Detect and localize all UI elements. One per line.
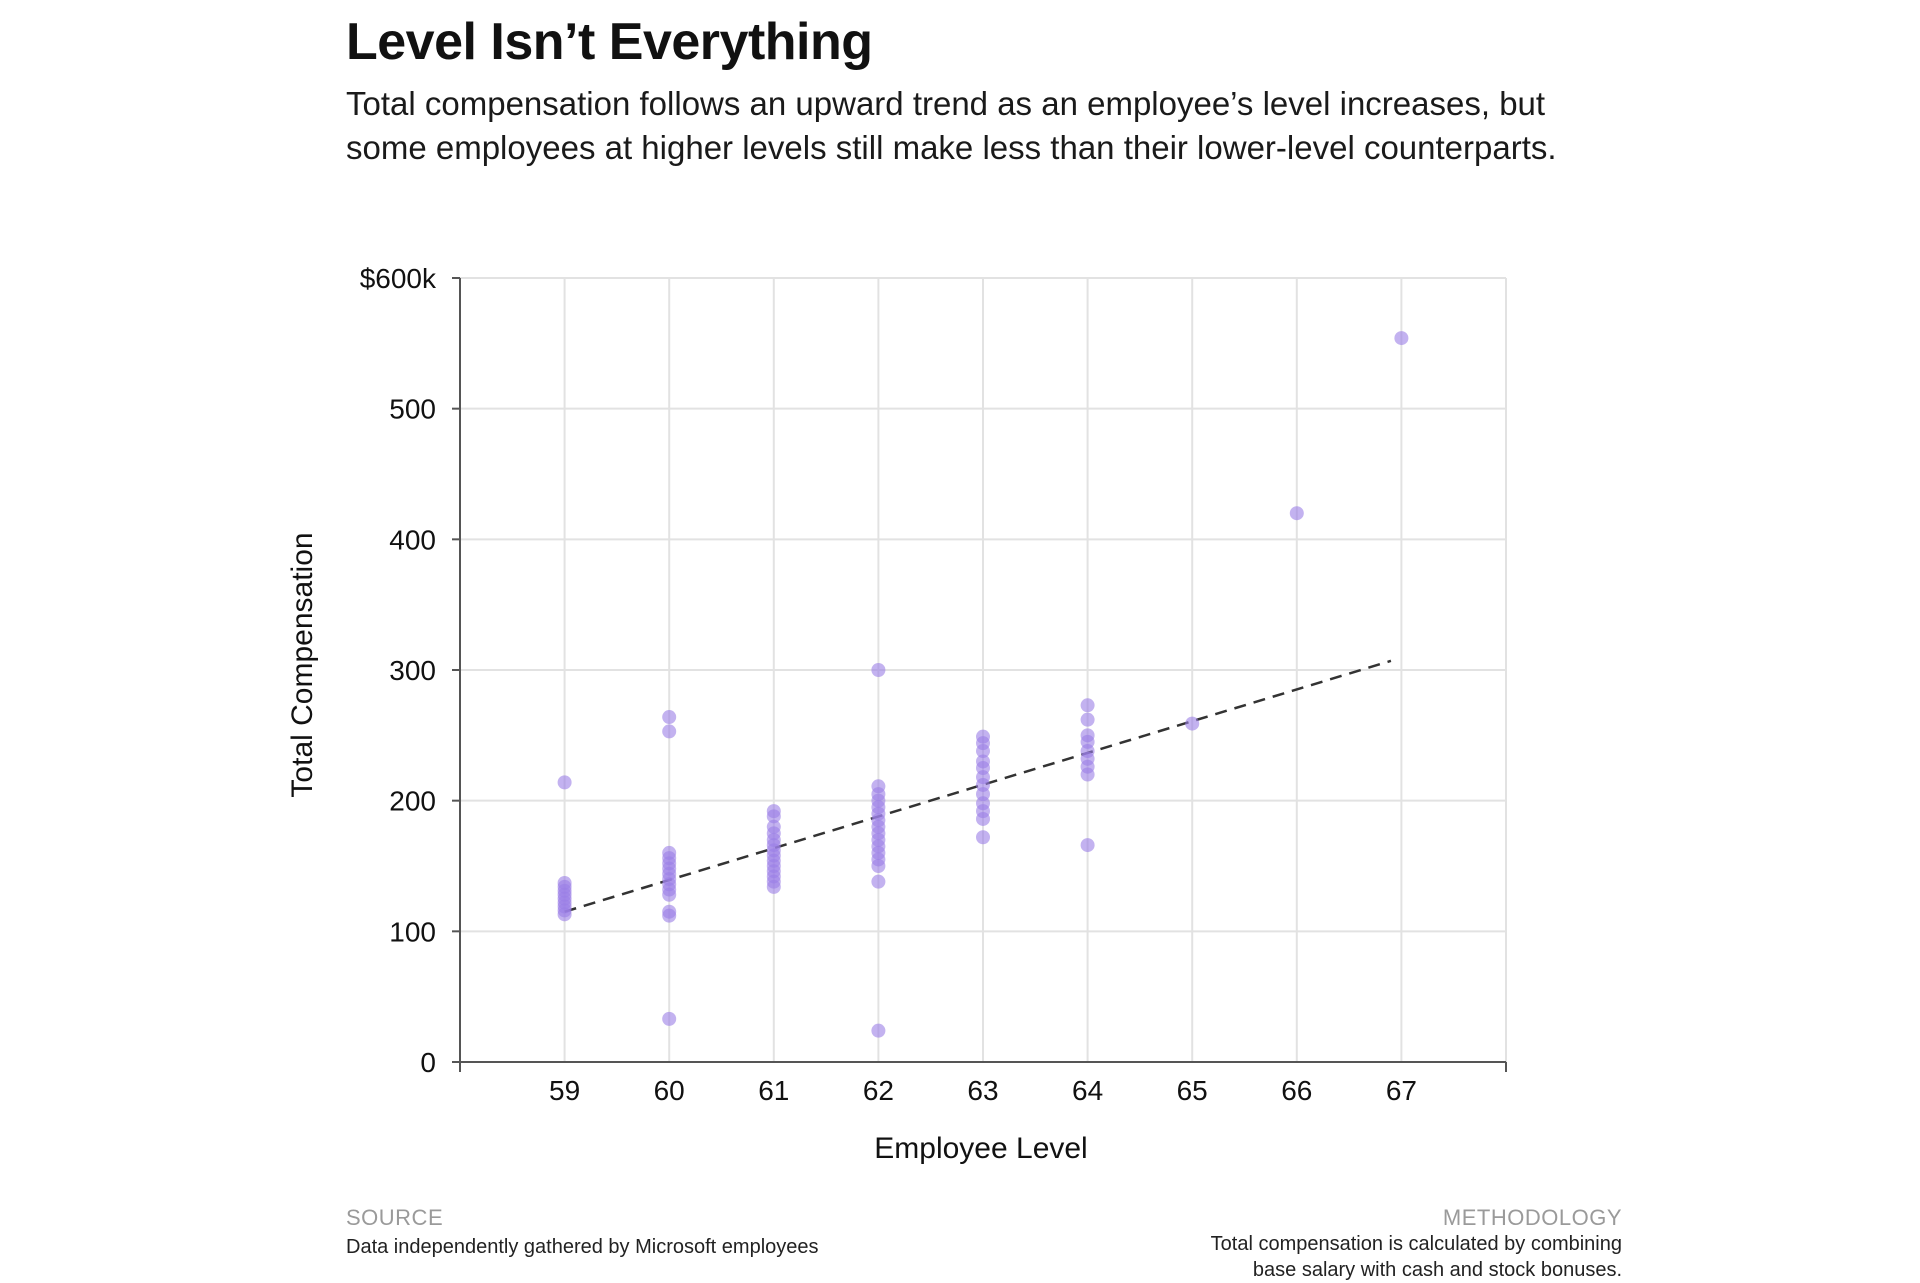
data-point	[766, 879, 781, 894]
axes	[452, 277, 1507, 1072]
data-point	[871, 1023, 886, 1038]
data-point	[1080, 767, 1095, 782]
methodology-text: Total compensation is calculated by comb…	[1210, 1233, 1622, 1281]
data-points	[557, 331, 1409, 1038]
data-point	[662, 887, 677, 902]
y-axis-label: Total Compensation	[286, 532, 319, 797]
data-point	[557, 775, 572, 790]
data-point	[1185, 716, 1200, 731]
data-point	[662, 1011, 677, 1026]
x-tick-label: 59	[549, 1075, 580, 1106]
x-tick-label: 63	[967, 1075, 998, 1106]
x-tick-label: 62	[863, 1075, 894, 1106]
source-text: Data independently gathered by Microsoft…	[346, 1236, 819, 1258]
data-point	[662, 908, 677, 923]
data-point	[976, 744, 990, 759]
y-tick-label: $600k	[360, 263, 437, 294]
x-tick-label: 66	[1281, 1075, 1312, 1106]
grid-lines	[460, 277, 1507, 1062]
methodology-label: METHODOLOGY	[1442, 1205, 1622, 1230]
data-point	[766, 809, 781, 824]
x-tick-label: 65	[1177, 1075, 1208, 1106]
y-tick-label: 500	[389, 394, 436, 425]
y-tick-label: 300	[389, 655, 436, 686]
y-tick-label: 100	[389, 916, 436, 947]
data-point	[1080, 712, 1095, 727]
chart-title: Level Isn’t Everything	[346, 13, 873, 71]
x-axis-label: Employee Level	[874, 1132, 1087, 1165]
y-tick-label: 0	[420, 1047, 436, 1078]
y-tick-label: 200	[389, 786, 436, 817]
data-point	[871, 663, 886, 677]
data-point	[871, 874, 886, 889]
data-point	[662, 710, 677, 725]
data-point	[1080, 838, 1095, 853]
x-tick-label: 64	[1072, 1075, 1103, 1106]
tick-labels: 0 100 200 300 400 500 $600k 59 60 61 62 63 64 65 66 67	[360, 263, 1417, 1106]
x-tick-label: 67	[1386, 1075, 1417, 1106]
data-point	[1394, 331, 1409, 346]
data-point	[1289, 506, 1304, 521]
data-point	[557, 907, 572, 922]
source-label: SOURCE	[346, 1205, 444, 1230]
x-tick-label: 60	[654, 1075, 685, 1106]
data-point	[976, 830, 990, 845]
x-tick-label: 61	[758, 1075, 789, 1106]
y-tick-label: 400	[389, 524, 436, 555]
data-point	[1080, 698, 1095, 713]
data-point	[976, 811, 990, 826]
data-point	[871, 859, 886, 873]
chart-subtitle: Total compensation follows an upward tre…	[346, 85, 1557, 166]
data-point	[662, 724, 677, 739]
